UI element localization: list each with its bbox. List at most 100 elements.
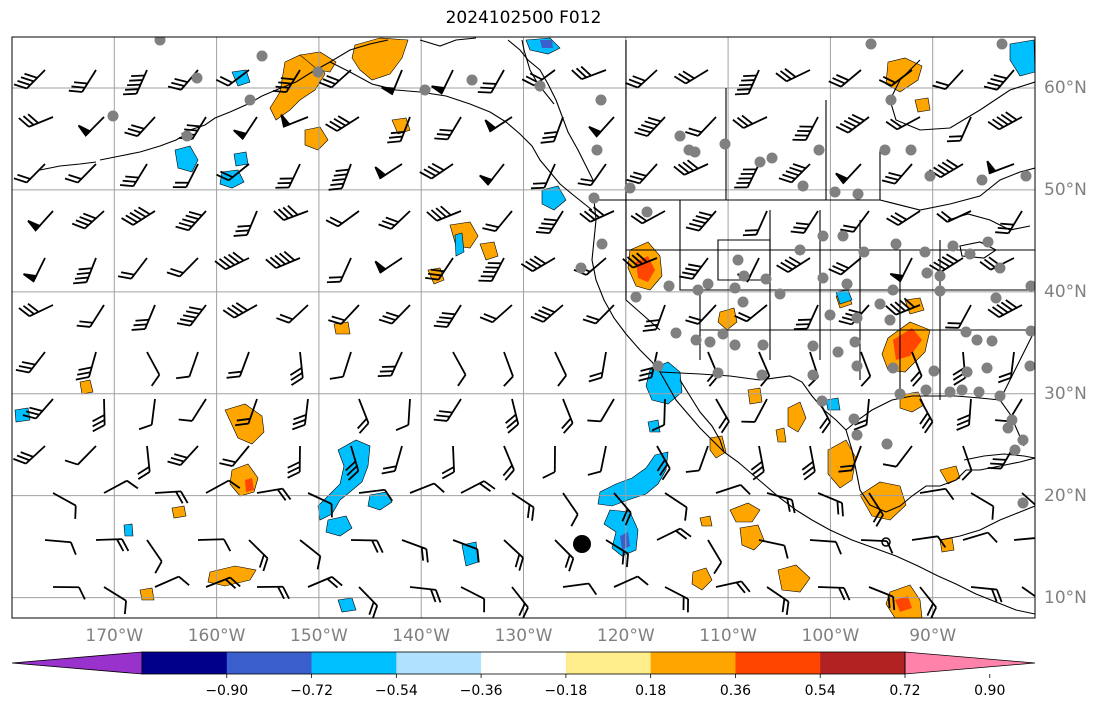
wind-barb [588, 351, 607, 383]
wind-barb [910, 351, 923, 387]
wind-barb [276, 304, 309, 324]
station-marker [1017, 497, 1029, 509]
wind-barb [226, 351, 250, 379]
station-marker [817, 272, 829, 284]
wind-barb [103, 586, 127, 615]
wind-barb [673, 69, 709, 85]
station-marker [964, 248, 976, 260]
wind-barb [542, 445, 556, 479]
wind-barb [167, 445, 199, 467]
wind-barb [214, 251, 250, 271]
wind-barb [329, 351, 352, 380]
wind-barb [882, 445, 913, 468]
wind-barb [750, 445, 765, 481]
wind-barb [275, 163, 301, 189]
wind-barb [256, 487, 292, 501]
wind-barb [272, 69, 301, 94]
highlight-marker [573, 535, 591, 553]
wind-barb [307, 492, 333, 518]
station-marker [630, 291, 642, 303]
station-marker [766, 152, 778, 164]
wind-barb [520, 255, 556, 272]
wind-barb [358, 488, 393, 502]
wind-barb [809, 539, 842, 555]
wind-barb [117, 257, 148, 280]
wind-barb [970, 492, 995, 520]
longitude-tick-label: 120°W [596, 626, 655, 646]
colorbar-segment [735, 652, 821, 674]
station-marker [774, 288, 786, 300]
wind-barb [137, 445, 151, 480]
wind-barb [886, 210, 921, 226]
wind-barb [625, 69, 658, 89]
wind-barb [460, 480, 496, 494]
wind-barb [378, 210, 411, 230]
station-marker [702, 278, 714, 290]
station-marker [894, 388, 906, 400]
station-marker [956, 384, 968, 396]
colorbar-segment [481, 652, 567, 674]
station-marker [851, 312, 863, 324]
wind-barb [919, 487, 955, 501]
colorbar-extend-low [11, 651, 143, 675]
station-marker [107, 110, 119, 122]
wind-barb [477, 69, 505, 94]
station-marker [849, 336, 861, 348]
wind-barb [562, 492, 579, 527]
wind-barb [215, 69, 250, 87]
wind-barb [792, 116, 819, 141]
wind-barb [838, 445, 862, 473]
wind-barb [381, 445, 403, 475]
latitude-tick-label: 50°N [1044, 179, 1087, 200]
wind-barb [741, 398, 768, 423]
wind-barb [387, 116, 411, 144]
wind-barb [961, 445, 973, 481]
wind-barb [685, 116, 717, 137]
wind-barb [734, 163, 760, 189]
colorbar-extend-high [904, 651, 1036, 675]
station-marker [588, 192, 600, 204]
wind-barb [801, 445, 816, 481]
wind-barb [154, 490, 189, 504]
wind-barb [64, 163, 97, 184]
station-marker [738, 270, 750, 282]
station-marker [729, 282, 741, 294]
wind-barb [732, 114, 768, 129]
wind-barb [778, 163, 811, 184]
colorbar-tick-label: −0.54 [374, 683, 418, 699]
wind-barb [970, 586, 1003, 603]
colorbar-tick-label: 0.18 [635, 683, 667, 699]
colorbar-tick-label: 0.54 [804, 683, 836, 699]
wind-barb [685, 304, 717, 325]
wind-barb [946, 116, 972, 143]
wind-barb [835, 113, 870, 134]
wind-barb [919, 586, 937, 618]
wind-barb [205, 576, 241, 589]
wind-barb [634, 116, 666, 137]
wind-barb [52, 492, 77, 520]
wind-barb [175, 210, 207, 232]
station-marker [244, 94, 256, 106]
wind-barb [77, 116, 105, 137]
wind-barb [176, 304, 207, 327]
wind-barb [1021, 492, 1035, 511]
station-marker [191, 72, 203, 84]
wind-barb [176, 351, 199, 380]
wind-barb [318, 69, 352, 89]
station-marker [419, 84, 431, 96]
wind-barb [18, 113, 54, 128]
colorbar-tick-label: 0.72 [889, 683, 921, 699]
station-marker [813, 144, 825, 156]
wind-barb [881, 163, 913, 185]
station-marker [256, 50, 268, 62]
wind-barb [377, 351, 403, 378]
wind-barb [885, 116, 921, 131]
station-marker [717, 328, 729, 340]
wind-barb [511, 586, 529, 618]
wind-barb [715, 398, 730, 434]
wind-barb [75, 351, 97, 381]
wind-barb [124, 116, 156, 138]
colorbar-segment [565, 652, 652, 674]
wind-barb [664, 492, 688, 521]
colorbar-tick-label: −0.18 [544, 683, 588, 699]
